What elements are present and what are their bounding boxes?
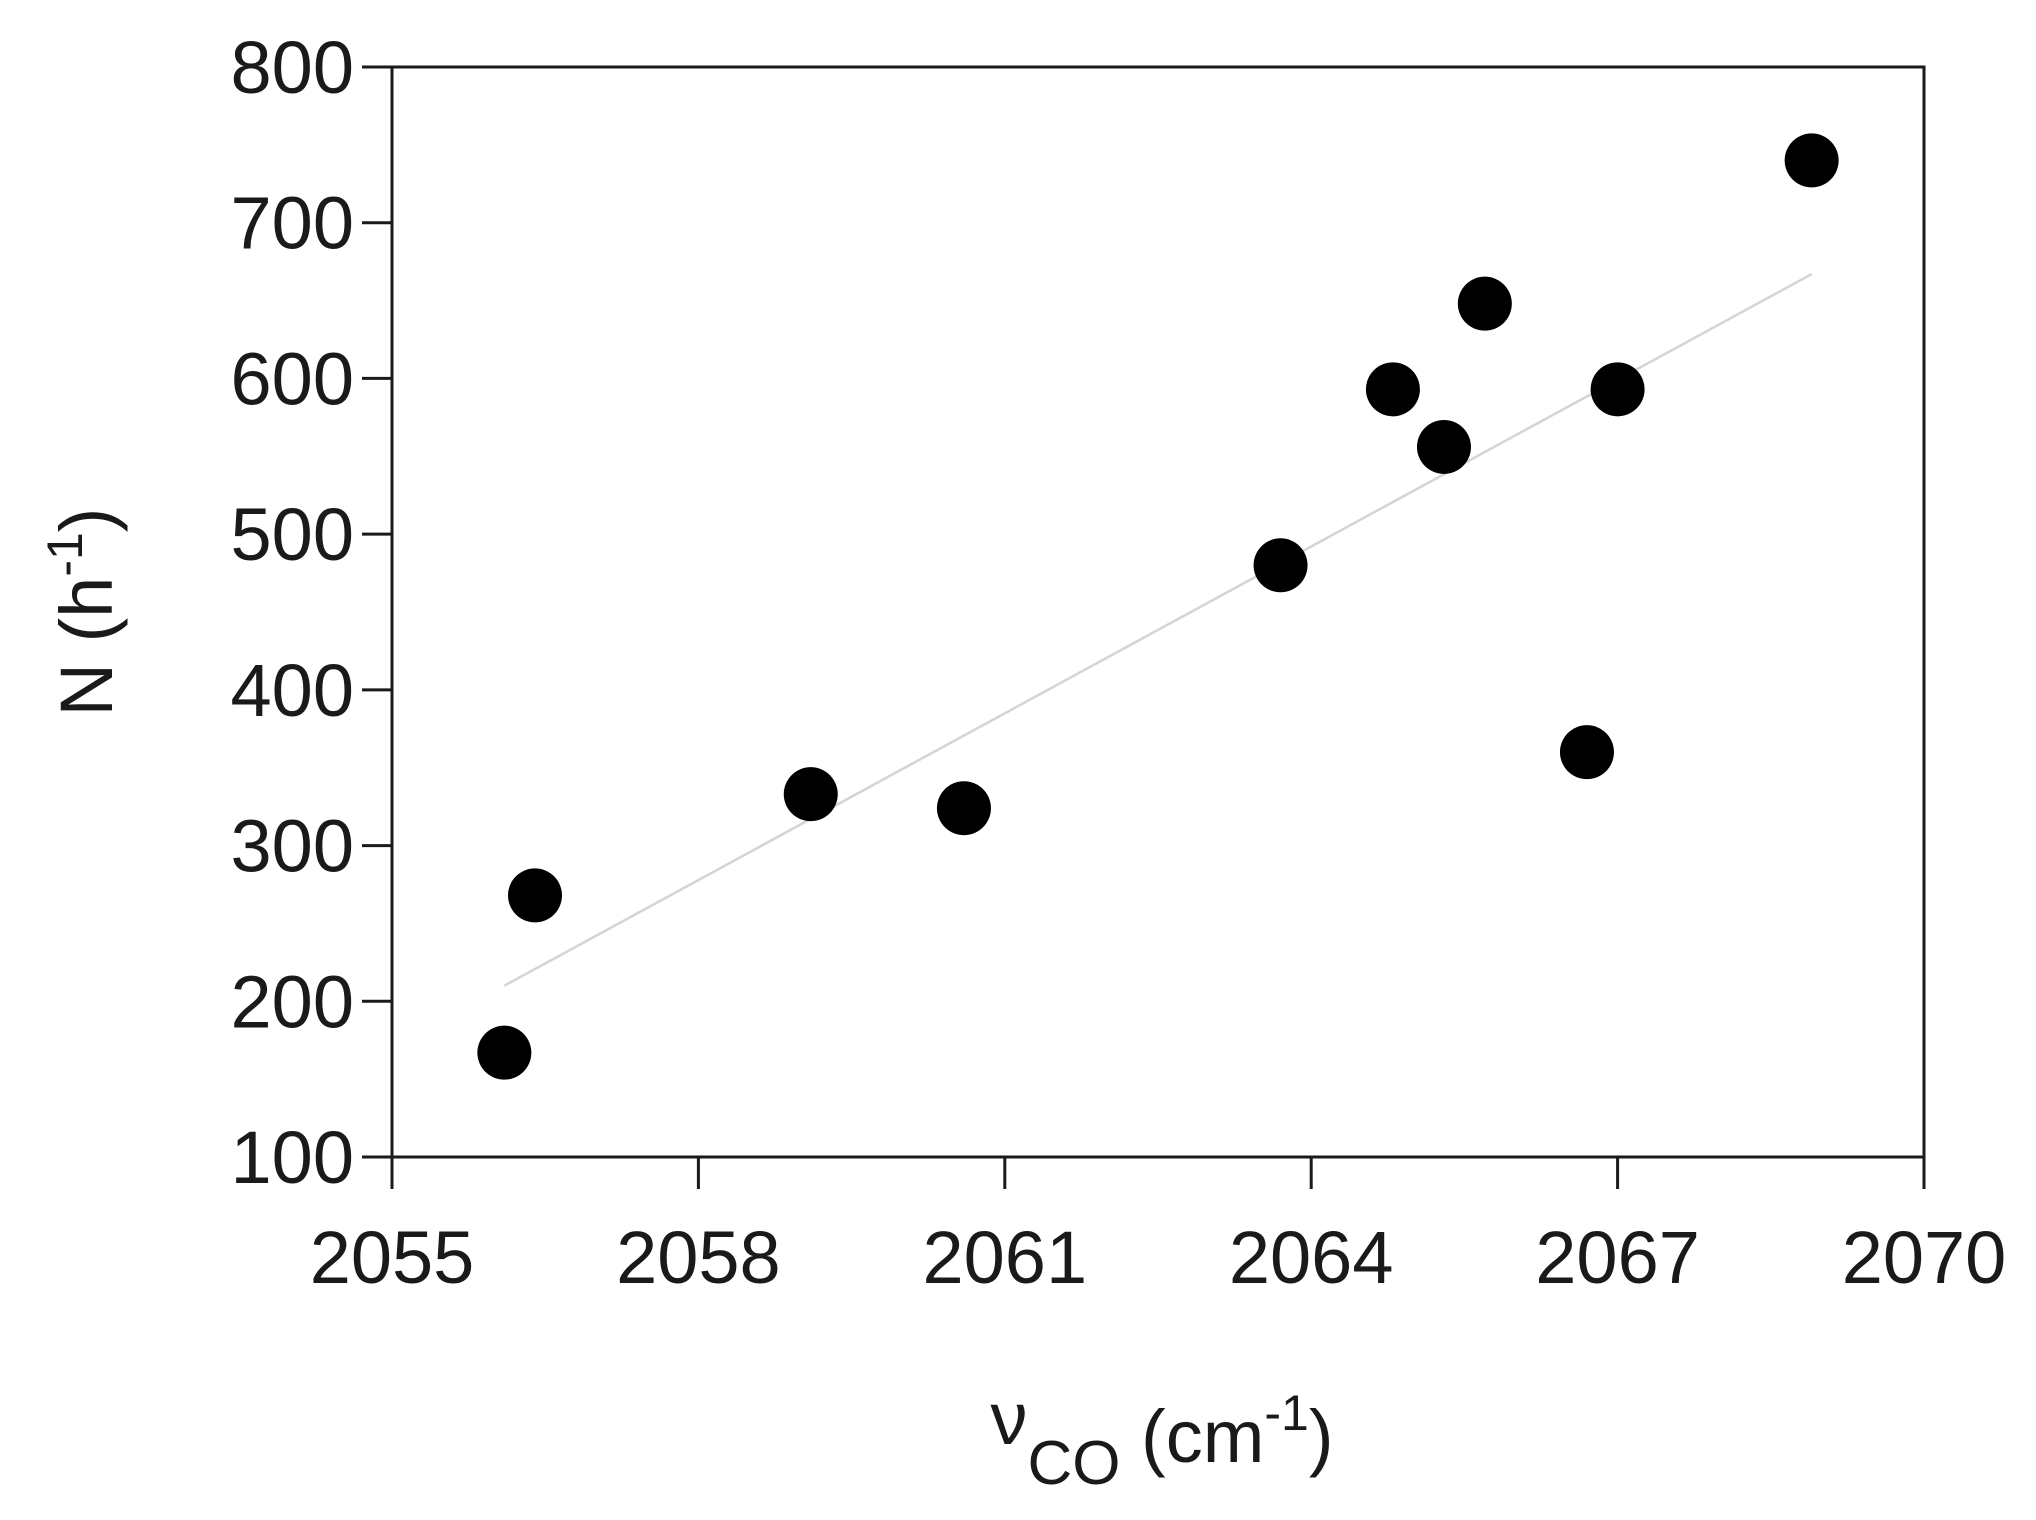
y-tick-label: 200 [231,960,354,1043]
y-axis-close: ) [45,508,128,533]
plot-frame [390,65,1926,1159]
y-tick-label: 600 [231,337,354,420]
y-axis-title: N (h-1) [37,508,128,717]
data-points [477,133,1839,1080]
data-point [1253,538,1308,593]
y-tick-label: 400 [231,649,354,732]
x-axis-subscript: CO [1028,1429,1121,1498]
data-point [1784,133,1839,188]
y-tick-label: 500 [231,493,354,576]
x-axis-title: νCO (cm-1) [991,1377,1334,1498]
data-point [1365,362,1420,417]
x-tick-label: 2058 [616,1216,781,1299]
data-point [1416,419,1471,474]
x-tick-label: 2070 [1842,1216,2007,1299]
x-axis-symbol: ν [991,1377,1028,1460]
x-tick-label: 2061 [922,1216,1087,1299]
data-point [1590,362,1645,417]
x-axis-unit: (cm [1121,1395,1265,1478]
x-axis-unit-exponent: -1 [1264,1385,1308,1441]
data-point [1559,725,1614,780]
y-axis-text: N (h [45,577,128,717]
x-axis-unit-close: ) [1309,1395,1334,1478]
data-point [1457,276,1512,331]
data-point [783,767,838,822]
y-tick-label: 100 [231,1116,354,1199]
y-axis-ticks: 100 200 300 400 500 600 700 800 [231,26,392,1199]
x-axis-ticks: 2055 2058 2061 2064 2067 2070 [310,1157,2007,1299]
x-tick-label: 2055 [310,1216,475,1299]
data-point [477,1025,532,1080]
y-axis-exponent: -1 [37,532,93,576]
x-tick-label: 2064 [1229,1216,1394,1299]
x-tick-label: 2067 [1535,1216,1700,1299]
y-tick-label: 300 [231,805,354,888]
y-tick-label: 800 [231,26,354,109]
data-point [936,781,991,836]
data-point [507,868,562,923]
y-tick-label: 700 [231,182,354,265]
